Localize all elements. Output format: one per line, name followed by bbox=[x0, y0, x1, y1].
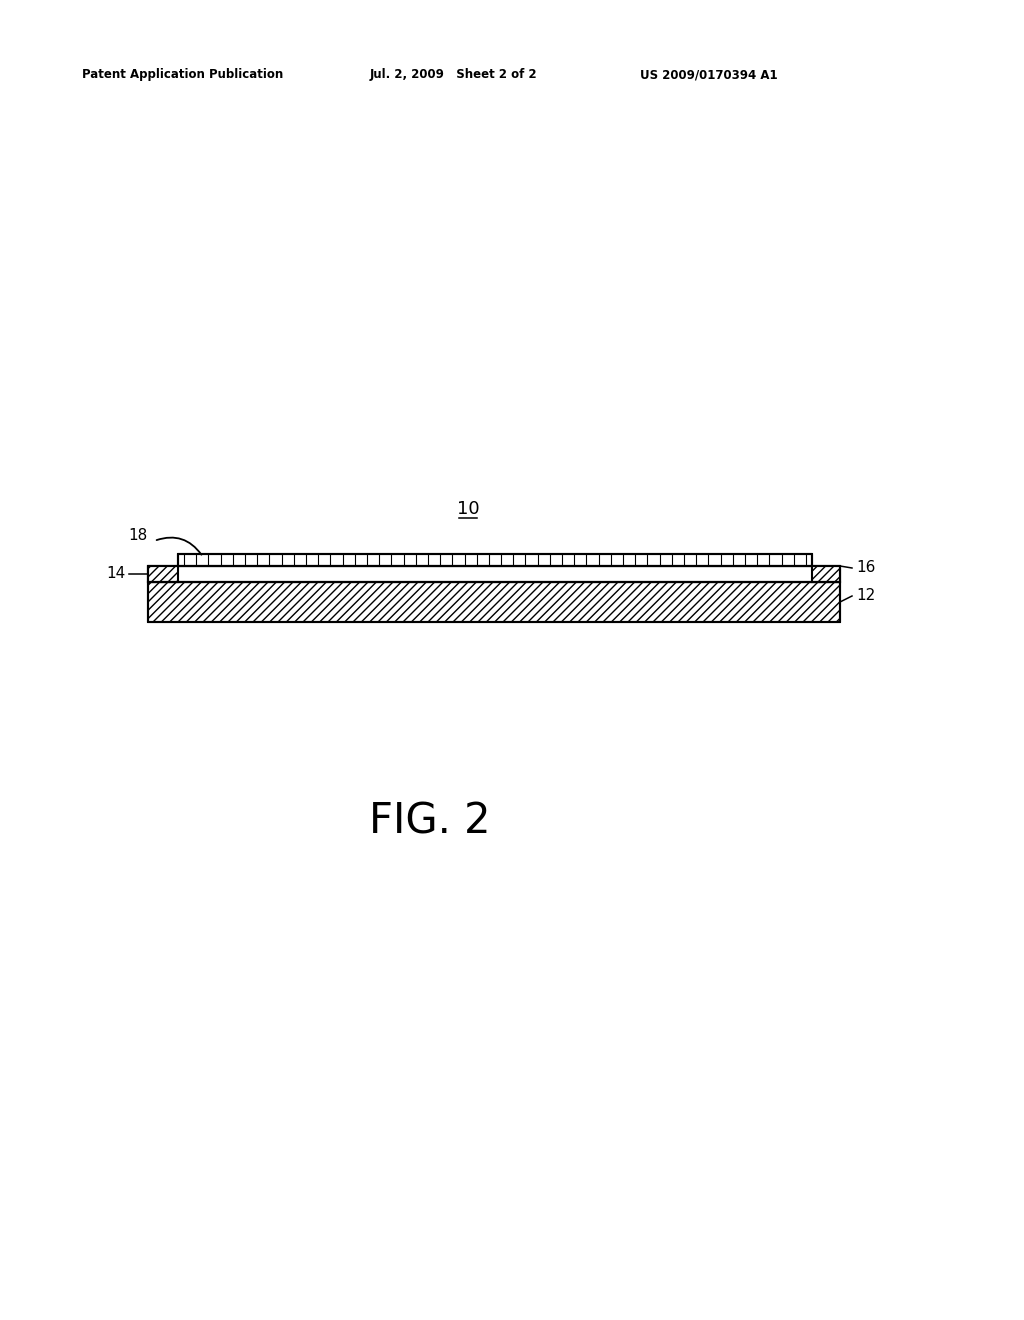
Text: Jul. 2, 2009   Sheet 2 of 2: Jul. 2, 2009 Sheet 2 of 2 bbox=[370, 69, 538, 81]
Text: 16: 16 bbox=[856, 561, 876, 576]
Text: FIG. 2: FIG. 2 bbox=[370, 800, 490, 842]
Text: 18: 18 bbox=[129, 528, 148, 543]
Text: US 2009/0170394 A1: US 2009/0170394 A1 bbox=[640, 69, 777, 81]
Bar bbox=[812, 566, 840, 582]
Bar bbox=[148, 566, 840, 582]
Text: Patent Application Publication: Patent Application Publication bbox=[82, 69, 284, 81]
Text: 10: 10 bbox=[457, 500, 479, 517]
Bar bbox=[148, 566, 178, 582]
Text: 14: 14 bbox=[106, 566, 126, 582]
Text: 12: 12 bbox=[856, 589, 876, 603]
Bar bbox=[148, 582, 840, 622]
Bar bbox=[178, 554, 812, 566]
